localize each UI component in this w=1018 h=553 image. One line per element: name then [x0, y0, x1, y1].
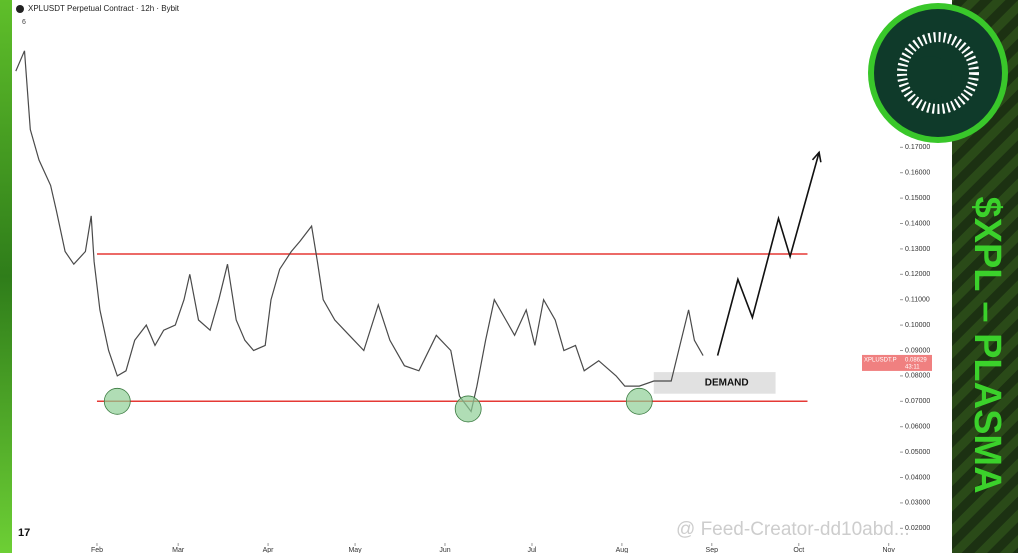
tv-logo: 17 [18, 527, 30, 539]
price-line [15, 50, 704, 413]
y-tick-label: 0.11000 [905, 297, 930, 304]
chart-title: XPLUSDT Perpetual Contract · 12h · Bybit [28, 4, 180, 13]
y-tick-label: 0.08000 [905, 373, 930, 380]
demand-zone [653, 372, 776, 394]
last-price-tag [862, 354, 932, 371]
y-tick-label: 0.04000 [905, 474, 930, 481]
symbol-icon [16, 5, 24, 13]
watermark: @ Feed-Creator-dd10abd... [676, 519, 910, 540]
y-tick-label: 0.02000 [905, 525, 930, 532]
y-tick-label: 0.17000 [905, 144, 930, 151]
y-tick-label: 0.12000 [905, 271, 930, 278]
x-tick-label: Oct [793, 547, 804, 553]
last-price-value: 0.08629 [905, 358, 927, 364]
y-tick-label: 0.13000 [905, 246, 930, 253]
y-tick-label: 0.10000 [905, 322, 930, 329]
logo-mark-cut [908, 56, 952, 100]
indicator-count: 6 [22, 19, 26, 26]
x-tick-label: Nov [882, 547, 895, 553]
x-tick-label: Feb [91, 547, 103, 553]
arrow-head [811, 150, 822, 163]
x-tick-label: Jul [528, 547, 537, 553]
y-tick-label: 0.03000 [905, 500, 930, 507]
touch-marker [625, 387, 653, 415]
y-tick-label: 0.06000 [905, 424, 930, 431]
demand-label: DEMAND [705, 378, 749, 389]
banner: $XPL – PLASMA [966, 196, 1008, 493]
projection [716, 152, 820, 356]
y-tick-label: 0.14000 [905, 220, 930, 227]
y-tick-label: 0.05000 [905, 449, 930, 456]
touch-marker [103, 387, 131, 415]
x-tick-label: Sep [706, 547, 719, 553]
x-tick-label: Aug [616, 547, 629, 553]
y-tick-label: 0.09000 [905, 347, 930, 354]
x-tick-label: Apr [263, 547, 275, 553]
plot-area: 0.17000 0.16000 0.15000 0.14000 0.13000 0.120… [15, 50, 932, 553]
y-tick-label: 0.16000 [905, 170, 930, 177]
y-tick-label: 0.07000 [905, 398, 930, 405]
x-tick-label: Jun [439, 547, 450, 553]
y-tick-label: 0.15000 [905, 195, 930, 202]
left-border [0, 0, 12, 553]
touch-marker [454, 395, 482, 423]
logo-mark [897, 32, 979, 114]
last-price-symbol: XPLUSDT.P [864, 358, 897, 364]
countdown: 43:11 [905, 365, 920, 371]
x-tick-label: May [348, 547, 362, 553]
x-tick-label: Mar [172, 547, 185, 553]
